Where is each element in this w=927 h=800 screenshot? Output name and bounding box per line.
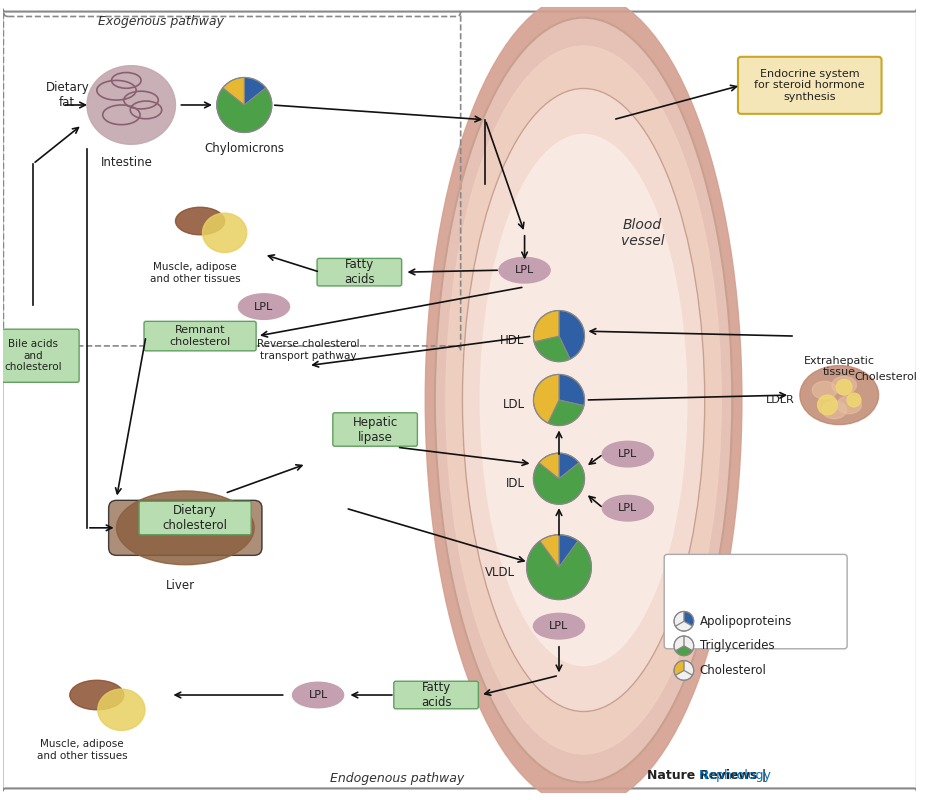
FancyBboxPatch shape <box>108 500 261 555</box>
Wedge shape <box>675 670 692 680</box>
Wedge shape <box>526 541 590 600</box>
Text: LPL: LPL <box>254 302 273 311</box>
Text: Fatty
acids: Fatty acids <box>420 681 451 709</box>
Text: LPL: LPL <box>549 621 568 631</box>
Text: Nature Reviews |: Nature Reviews | <box>646 769 769 782</box>
Wedge shape <box>533 310 558 342</box>
Ellipse shape <box>446 46 720 754</box>
Ellipse shape <box>202 213 247 253</box>
Circle shape <box>835 379 851 395</box>
Wedge shape <box>683 661 693 675</box>
Text: HDL: HDL <box>500 334 524 347</box>
Wedge shape <box>534 336 569 362</box>
Circle shape <box>846 393 860 407</box>
Ellipse shape <box>435 18 731 782</box>
Wedge shape <box>533 374 558 423</box>
Wedge shape <box>558 453 578 478</box>
Wedge shape <box>533 462 584 504</box>
Text: Triglycerides: Triglycerides <box>699 639 773 652</box>
Text: LPL: LPL <box>514 265 534 275</box>
Text: Endocrine system
for steroid hormone
synthesis: Endocrine system for steroid hormone syn… <box>754 69 864 102</box>
Text: LPL: LPL <box>617 503 637 513</box>
Text: Reverse cholesterol
transport pathway: Reverse cholesterol transport pathway <box>257 339 359 361</box>
Text: Cholesterol: Cholesterol <box>699 664 766 677</box>
Ellipse shape <box>831 376 856 394</box>
Ellipse shape <box>480 134 686 666</box>
Ellipse shape <box>499 258 550 283</box>
Ellipse shape <box>117 491 254 565</box>
FancyBboxPatch shape <box>333 413 417 446</box>
Text: Intestine: Intestine <box>100 156 152 169</box>
Wedge shape <box>558 310 584 359</box>
Wedge shape <box>675 622 692 631</box>
Text: LDLR: LDLR <box>766 395 794 405</box>
Text: Cholesterol: Cholesterol <box>853 372 916 382</box>
Text: LDL: LDL <box>502 398 524 411</box>
Text: Chylomicrons: Chylomicrons <box>204 142 284 155</box>
Wedge shape <box>558 534 578 567</box>
FancyBboxPatch shape <box>393 682 477 709</box>
Text: Extrahepatic
tissue: Extrahepatic tissue <box>803 356 874 378</box>
Text: VLDL: VLDL <box>484 566 514 578</box>
Text: Muscle, adipose
and other tissues: Muscle, adipose and other tissues <box>37 739 127 761</box>
FancyBboxPatch shape <box>664 554 846 649</box>
Circle shape <box>817 395 836 414</box>
Text: Fatty
acids: Fatty acids <box>344 258 375 286</box>
Wedge shape <box>244 78 265 105</box>
Text: Exogenous pathway: Exogenous pathway <box>97 14 223 27</box>
Text: Liver: Liver <box>166 579 195 592</box>
Ellipse shape <box>836 396 860 414</box>
Ellipse shape <box>462 89 704 711</box>
Wedge shape <box>222 78 244 105</box>
Text: Endogenous pathway: Endogenous pathway <box>329 773 464 786</box>
Text: LPL: LPL <box>617 449 637 459</box>
Ellipse shape <box>70 680 123 710</box>
Wedge shape <box>540 534 558 567</box>
FancyBboxPatch shape <box>317 258 401 286</box>
Wedge shape <box>673 661 683 675</box>
FancyBboxPatch shape <box>139 502 251 534</box>
Ellipse shape <box>799 366 878 425</box>
Ellipse shape <box>811 382 836 399</box>
Text: LPL: LPL <box>308 690 327 700</box>
Wedge shape <box>539 453 558 478</box>
Ellipse shape <box>97 689 145 730</box>
Wedge shape <box>673 636 683 650</box>
Text: Apolipoproteins: Apolipoproteins <box>699 614 791 628</box>
Text: Hepatic
lipase: Hepatic lipase <box>352 415 398 443</box>
Ellipse shape <box>87 66 175 144</box>
Wedge shape <box>547 400 583 426</box>
Text: Remnant
cholesterol: Remnant cholesterol <box>170 326 231 347</box>
Text: Bile acids
and
cholesterol: Bile acids and cholesterol <box>4 339 61 372</box>
Wedge shape <box>683 636 693 650</box>
Ellipse shape <box>238 294 289 319</box>
FancyBboxPatch shape <box>0 329 79 382</box>
Wedge shape <box>558 374 584 406</box>
Ellipse shape <box>425 0 741 800</box>
Wedge shape <box>217 88 272 133</box>
Wedge shape <box>673 611 683 626</box>
FancyBboxPatch shape <box>737 57 881 114</box>
Text: Nephrology: Nephrology <box>618 769 769 782</box>
Wedge shape <box>683 611 693 626</box>
Ellipse shape <box>175 207 224 234</box>
Text: IDL: IDL <box>505 477 524 490</box>
Text: Muscle, adipose
and other tissues: Muscle, adipose and other tissues <box>149 262 240 284</box>
Ellipse shape <box>602 495 653 521</box>
Wedge shape <box>675 646 692 656</box>
Text: Dietary
fat: Dietary fat <box>45 81 89 109</box>
Ellipse shape <box>821 401 845 418</box>
Text: Blood
vessel: Blood vessel <box>620 218 664 248</box>
Text: Dietary
cholesterol: Dietary cholesterol <box>162 504 227 532</box>
FancyBboxPatch shape <box>144 322 256 351</box>
Ellipse shape <box>602 442 653 467</box>
Ellipse shape <box>292 682 343 708</box>
Ellipse shape <box>533 614 584 639</box>
